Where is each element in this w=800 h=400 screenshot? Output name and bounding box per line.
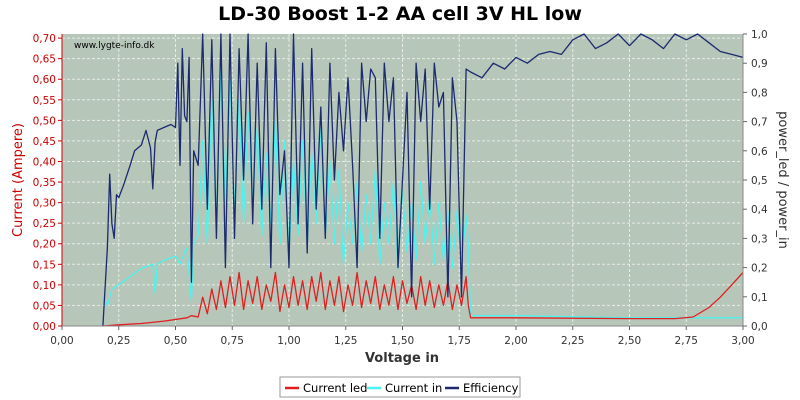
x-tick-label: 0,50 (164, 335, 187, 347)
y-tick-label: 0,50 (33, 115, 56, 127)
y-tick-label: 0,00 (33, 321, 56, 333)
y-axis-label: Current (Ampere) (11, 123, 26, 237)
x-tick-label: 0,75 (221, 335, 244, 347)
y-tick-label: 0,35 (33, 177, 56, 189)
x-tick-label: 0,25 (107, 335, 130, 347)
y-tick-label: 0,45 (33, 136, 56, 148)
y2-tick-label: 0,9 (751, 58, 768, 70)
y-tick-label: 0,65 (33, 54, 56, 66)
y-tick-label: 0,70 (33, 33, 56, 45)
grid (62, 34, 743, 326)
y2-tick-label: 0,1 (751, 292, 768, 304)
y2-tick-label: 0,7 (751, 117, 768, 129)
y2-tick-label: 0,2 (751, 263, 768, 275)
legend: Current led Current in Efficiency (279, 376, 521, 398)
x-tick-label: 2,00 (504, 335, 527, 347)
x-tick-label: 1,00 (277, 335, 300, 347)
tick-labels: 0,00 0,25 0,50 0,75 1,00 1,25 1,50 1,75 2,00 2,25… (33, 29, 768, 347)
x-tick-label: 1,75 (448, 335, 471, 347)
legend-label-current-led: Current led (303, 381, 367, 395)
y-tick-label: 0,25 (33, 218, 56, 230)
x-tick-label: 2,75 (675, 335, 698, 347)
y-tick-label: 0,40 (33, 156, 56, 168)
y-tick-label: 0,05 (33, 300, 56, 312)
y-tick-label: 0,20 (33, 239, 56, 251)
legend-label-efficiency: Efficiency (463, 381, 519, 395)
x-tick-label: 2,50 (618, 335, 641, 347)
y2-tick-label: 0,5 (751, 175, 768, 187)
legend-label-current-in: Current in (385, 381, 442, 395)
series-line-efficiency (102, 33, 744, 327)
y-tick-label: 0,30 (33, 198, 56, 210)
series-line-current-led (102, 271, 744, 327)
y2-axis-label: power_led / power_in (775, 111, 790, 249)
x-tick-label: 0,00 (50, 335, 73, 347)
x-tick-label: 2,25 (561, 335, 584, 347)
y-tick-label: 0,55 (33, 95, 56, 107)
watermark: www.lygte-info.dk (74, 41, 155, 51)
y-tick-label: 0,60 (33, 74, 56, 86)
series-layer (102, 33, 744, 327)
y2-tick-label: 0,6 (751, 146, 768, 158)
x-tick-label: 1,50 (391, 335, 414, 347)
y2-tick-label: 1,0 (751, 29, 768, 41)
y-tick-label: 0,10 (33, 280, 56, 292)
y2-tick-label: 0,8 (751, 87, 768, 99)
y2-tick-label: 0,4 (751, 204, 768, 216)
y2-tick-label: 0,0 (751, 321, 768, 333)
x-tick-label: 1,25 (334, 335, 357, 347)
y-tick-label: 0,15 (33, 259, 56, 271)
y2-tick-label: 0,3 (751, 233, 768, 245)
legend-box (279, 376, 521, 398)
chart-title: LD-30 Boost 1-2 AA cell 3V HL low (218, 3, 582, 25)
x-tick-label: 3,00 (731, 335, 754, 347)
x-axis-label: Voltage in (365, 351, 439, 366)
